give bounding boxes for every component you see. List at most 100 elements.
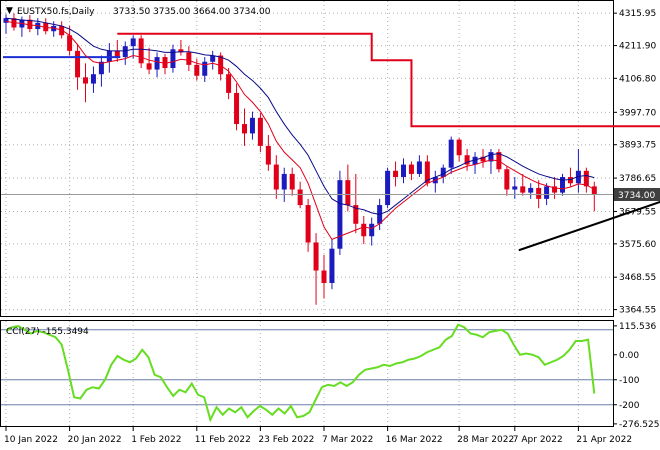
time-tick-label: 11 Feb 2022 [195, 435, 251, 445]
candle-bear [567, 177, 573, 184]
candle-bear [536, 187, 542, 199]
price-tick-label: 4106.80 [619, 74, 656, 84]
candle-bear [218, 55, 224, 75]
current-price-label: 3734.00 [618, 191, 655, 201]
time-tick-label: 7 Apr 2022 [513, 435, 563, 445]
price-tick-label: 3786.65 [619, 174, 656, 184]
candle-bear [234, 92, 240, 125]
current-price-tag: 3734.00 [614, 187, 660, 201]
candle-bull [154, 57, 160, 70]
candle-bull [416, 161, 422, 174]
candle-bull [3, 18, 9, 23]
candle-bear [114, 50, 120, 58]
candle-bull [98, 61, 104, 75]
candle-bear [75, 50, 81, 78]
price-tick-label: 3364.55 [619, 306, 656, 316]
candle-bear [265, 145, 271, 165]
candle-bear [289, 173, 295, 190]
candle-bull [329, 248, 335, 283]
candle-bull [488, 152, 494, 162]
candle-bear [480, 156, 486, 162]
candle-bear [456, 139, 462, 156]
candle-bear [273, 164, 279, 190]
trendline [518, 200, 660, 252]
candle-bear [353, 205, 359, 224]
chart-symbol: EUSTX50.fs,Daily [17, 7, 95, 17]
cci-axis: 115.536 0.00 -100 -200 -276.5253 [613, 322, 660, 430]
cci-panel [0, 320, 614, 427]
time-tick-label: 7 Mar 2022 [322, 435, 373, 445]
candle-bull [528, 187, 534, 193]
candle-bull [210, 55, 216, 62]
candle-bull [170, 49, 176, 68]
candle-bear [27, 19, 33, 30]
candle-bear [83, 77, 88, 84]
cci-grid [1, 329, 613, 406]
candle-bear [194, 64, 200, 76]
candle-bull [385, 170, 391, 206]
cci-line [5, 323, 596, 423]
candle-bear [297, 189, 303, 206]
price-panel [0, 0, 614, 317]
candle-bull [448, 139, 454, 168]
candle-bear [162, 57, 168, 68]
price-tick-label: 3575.60 [619, 240, 656, 250]
price-tick-label: 4211.90 [619, 42, 656, 52]
candle-bear [504, 169, 510, 190]
candle-bear [257, 117, 263, 146]
cci-tick-label: -200 [619, 401, 640, 411]
cci-tick-label: 0.00 [619, 351, 639, 361]
ma-fast-line [5, 20, 595, 240]
price-tick-label: 3893.75 [619, 141, 656, 151]
candle-bear [393, 170, 399, 178]
time-tick-label: 28 Mar 2022 [457, 435, 514, 445]
ma-slow-line [5, 17, 595, 215]
candle-bear [520, 186, 526, 193]
candle-bull [575, 170, 581, 184]
cci-tick-label: 115.536 [619, 322, 656, 332]
candle-bull [369, 223, 375, 237]
time-tick-label: 10 Jan 2022 [4, 435, 58, 445]
candle-bear [552, 186, 558, 193]
candle-bull [202, 61, 208, 76]
cci-series [5, 323, 596, 423]
candle-bear [583, 170, 589, 187]
candle-bear [424, 161, 430, 184]
price-tick-label: 4315.95 [619, 9, 656, 19]
candle-bull [512, 186, 518, 190]
price-axis: 4315.95 4211.90 4106.80 3997.70 3893.75 3786.… [613, 9, 656, 316]
candle-bear [591, 186, 597, 195]
candle-bull [130, 38, 136, 47]
time-tick-label: 16 Mar 2022 [386, 435, 443, 445]
candle-bear [67, 35, 73, 51]
candle-bear [59, 25, 65, 36]
candle-bear [146, 63, 152, 70]
candle-bear [345, 180, 351, 206]
time-tick-label: 21 Apr 2022 [576, 435, 632, 445]
candle-bull [560, 177, 565, 193]
candle-bear [313, 242, 319, 271]
candle-bull [337, 180, 343, 249]
price-tick-label: 3997.70 [619, 108, 656, 118]
price-tick-label: 3468.55 [619, 273, 656, 283]
candle-bear [138, 38, 144, 64]
candle-bull [401, 164, 406, 178]
candle-bear [361, 223, 367, 237]
time-axis: 10 Jan 2022 20 Jan 2022 1 Feb 2022 11 Feb 2… [4, 427, 632, 445]
candle-bull [281, 173, 287, 190]
candle-bear [226, 74, 232, 93]
candle-bull [249, 117, 255, 134]
cci-title: CCI(27) -155.3494 [6, 327, 89, 337]
candle-bear [186, 52, 192, 65]
candle-bull [544, 186, 550, 199]
candle-bull [472, 156, 478, 165]
chart-symbol-icon: ▼ [6, 6, 13, 16]
candle-bear [408, 164, 414, 174]
candle-bull [90, 74, 96, 84]
time-tick-label: 1 Feb 2022 [131, 435, 181, 445]
candle-bear [242, 124, 247, 134]
time-tick-label: 20 Jan 2022 [68, 435, 122, 445]
candle-bear [321, 270, 327, 283]
current-price-tag-bg [614, 187, 660, 201]
